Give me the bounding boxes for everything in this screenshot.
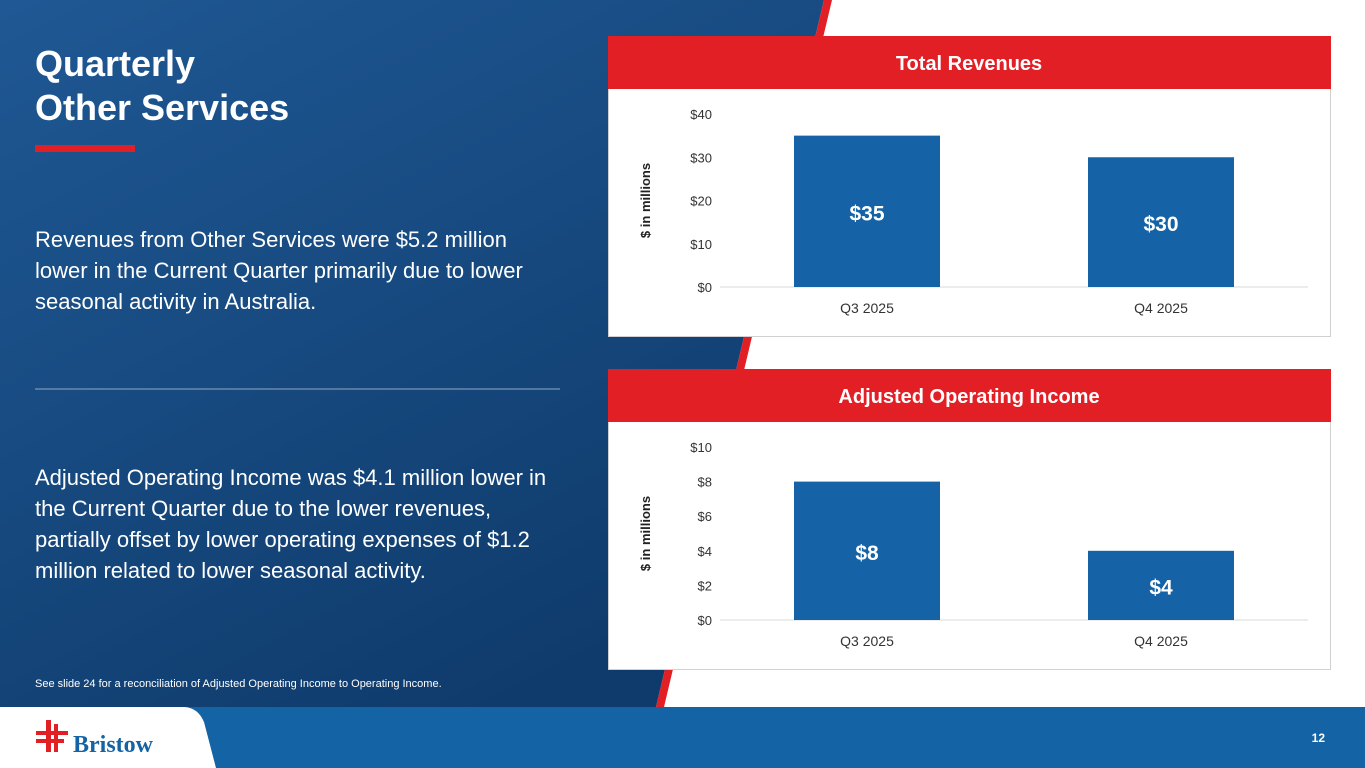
paragraph: Adjusted Operating Income was $4.1 milli… (35, 465, 547, 583)
y-tick-label: $0 (698, 280, 712, 295)
x-tick-label: Q3 2025 (840, 300, 894, 316)
bar (1088, 550, 1234, 620)
logo-text: Bristow (73, 732, 154, 758)
y-tick-label: $6 (698, 509, 712, 524)
y-tick-label: $30 (690, 150, 712, 165)
y-tick-label: $0 (698, 613, 712, 628)
paragraph: Revenues from Other Services were $5.2 m… (35, 227, 523, 314)
x-tick-label: Q3 2025 (840, 633, 894, 649)
slide-title: Quarterly Other Services (35, 42, 289, 130)
y-tick-label: $40 (690, 107, 712, 122)
y-tick-label: $10 (690, 237, 712, 252)
value-label: $30 (1143, 213, 1178, 236)
chart-header (608, 36, 1331, 89)
y-tick-label: $8 (698, 475, 712, 490)
page-number: 12 (1312, 731, 1326, 745)
bar (1088, 157, 1234, 287)
bar (794, 135, 940, 287)
y-tick-label: $2 (698, 578, 712, 593)
title-accent (35, 145, 135, 152)
x-tick-label: Q4 2025 (1134, 300, 1188, 316)
chart-header (608, 369, 1331, 422)
bar (794, 481, 940, 620)
footer-band (0, 707, 1365, 768)
y-tick-label: $10 (690, 440, 712, 455)
chart-title: Total Revenues (896, 53, 1042, 75)
logo-area (0, 707, 216, 768)
footnote: See slide 24 for a reconciliation of Adj… (35, 678, 442, 690)
value-label: $8 (855, 542, 879, 565)
x-tick-label: Q4 2025 (1134, 633, 1188, 649)
logo-icon (36, 720, 68, 752)
title-line: Quarterly (35, 43, 196, 84)
y-tick-label: $4 (698, 544, 712, 559)
y-tick-label: $20 (690, 194, 712, 209)
y-axis-title: $ in millions (638, 163, 653, 238)
title-line: Other Services (35, 87, 290, 128)
y-axis-title: $ in millions (638, 496, 653, 571)
value-label: $4 (1149, 576, 1173, 599)
value-label: $35 (849, 202, 884, 225)
chart-title: Adjusted Operating Income (838, 386, 1099, 408)
